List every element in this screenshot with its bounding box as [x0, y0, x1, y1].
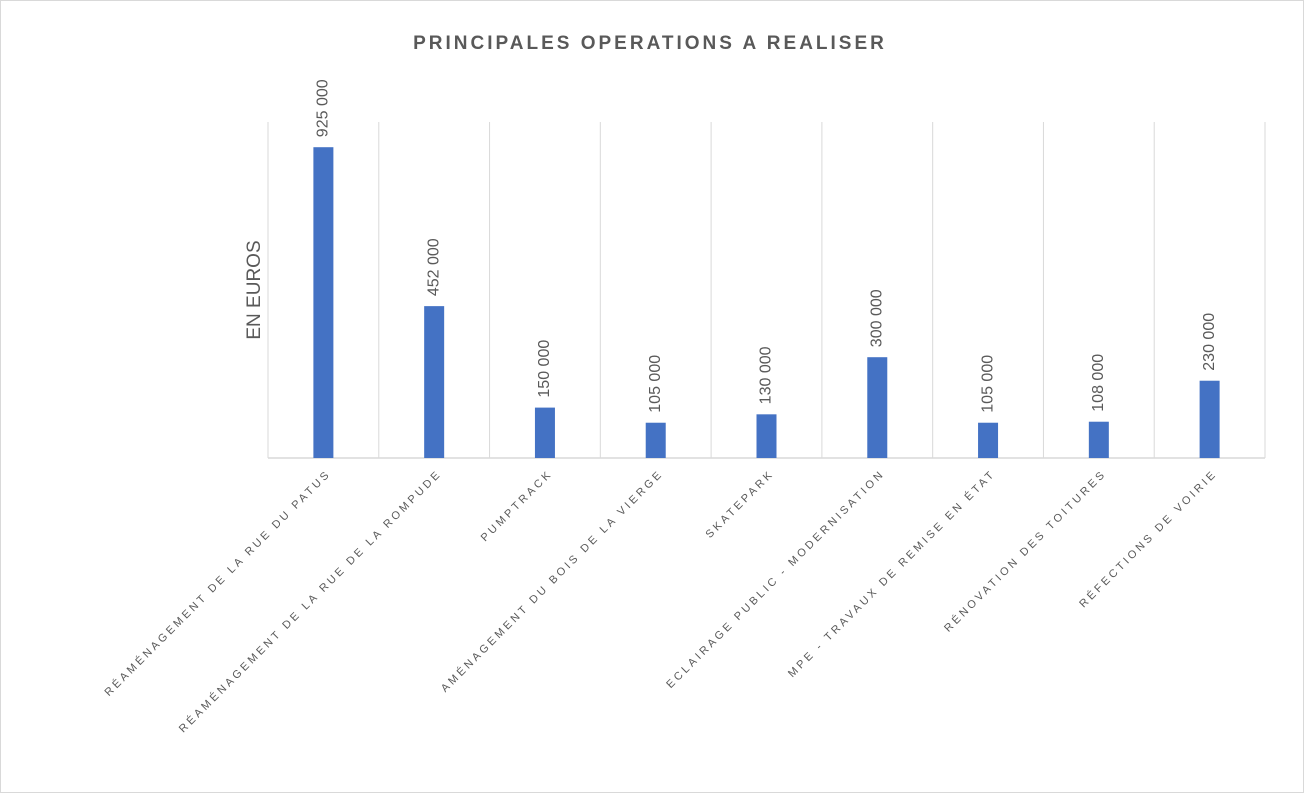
bar: [978, 422, 999, 458]
bar: [1199, 380, 1220, 458]
data-label: 108 000: [1090, 354, 1107, 412]
data-label: 300 000: [868, 289, 885, 347]
chart-title: PRINCIPALES OPERATIONS A REALISER: [413, 33, 887, 54]
data-label: 925 000: [315, 79, 332, 137]
data-label: 452 000: [425, 238, 442, 296]
bar: [756, 414, 777, 458]
bar: [534, 407, 555, 458]
bar: [645, 422, 666, 458]
data-label: 230 000: [1201, 313, 1218, 371]
bar: [424, 306, 445, 458]
bar: [1088, 421, 1109, 458]
bar: [313, 147, 334, 458]
bar: [867, 357, 888, 458]
data-label: 150 000: [536, 340, 553, 398]
y-axis-label: EN EUROS: [244, 240, 265, 339]
data-label: 130 000: [758, 346, 775, 404]
data-label: 105 000: [647, 355, 664, 413]
data-label: 105 000: [979, 355, 996, 413]
